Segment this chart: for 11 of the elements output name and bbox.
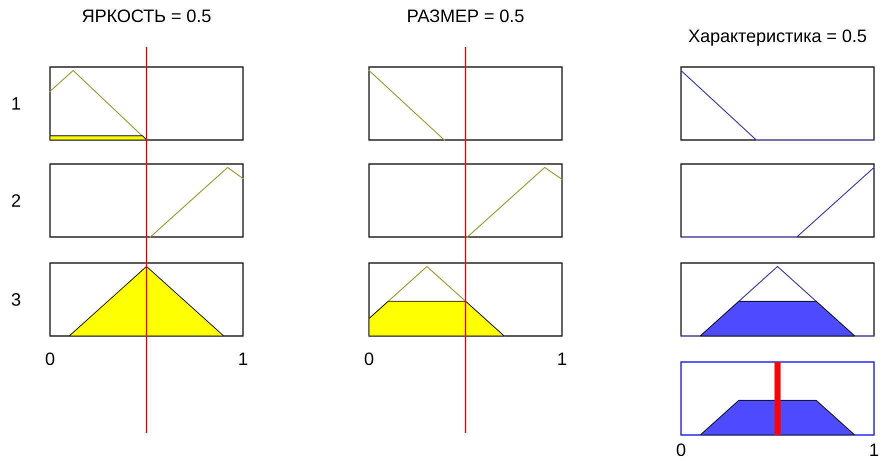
x-tick-label: 1	[239, 352, 248, 365]
y-axis-title: 3	[12, 293, 20, 306]
x-tick-label: 0	[676, 443, 686, 456]
x-tick-label: 0	[364, 352, 374, 366]
y-axis-title: 1	[12, 97, 20, 110]
x-tick-label: 0	[46, 352, 54, 366]
chart-title: Характеристика = 0.5	[688, 29, 866, 46]
x-tick-label: 1	[558, 352, 566, 365]
chart-title: ЯРКОСТЬ = 0.5	[82, 9, 211, 22]
y-axis-title: 2	[12, 194, 20, 207]
chart-title: РАЗМЕР = 0.5	[408, 9, 524, 22]
